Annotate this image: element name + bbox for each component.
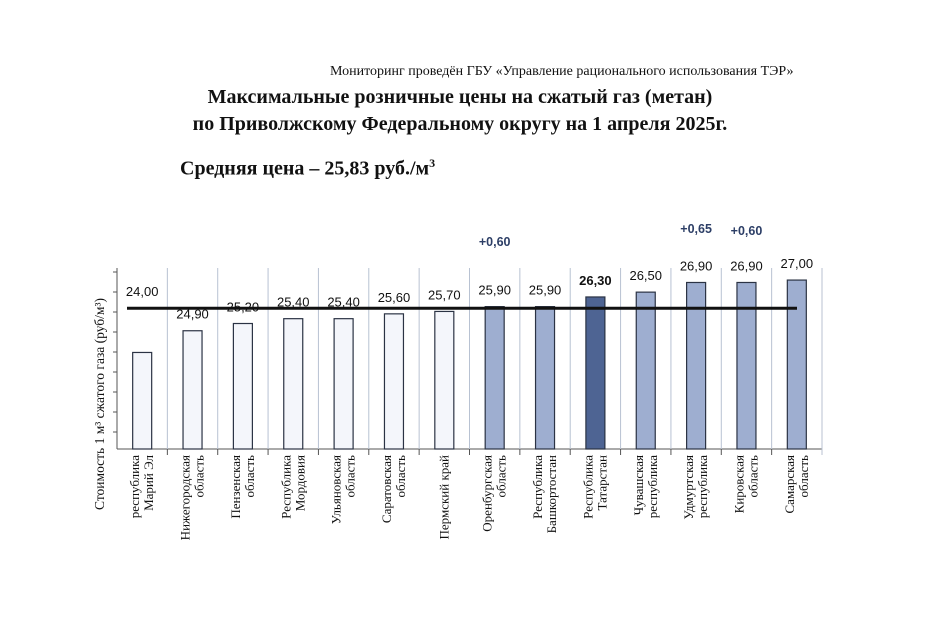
average-price-caption: Средняя цена – 25,83 руб./м3 [180, 156, 580, 181]
bar-2 [182, 330, 203, 450]
change-label-12: +0,65 [680, 222, 712, 236]
category-label-line: Чувашская [631, 455, 646, 515]
bar-7 [434, 310, 455, 450]
average-price-text: Средняя цена – 25,83 руб./м [180, 157, 430, 180]
category-label-4: РеспубликаМордовия [278, 455, 307, 519]
category-label-6: Саратовскаяобласть [379, 455, 408, 523]
data-label-10: 26,30 [579, 273, 612, 288]
category-label-14: Самарскаяобласть [782, 455, 811, 514]
category-label-line: Пензенская [228, 455, 243, 519]
category-label-line: Саратовская [379, 455, 394, 523]
data-label-9: 25,90 [529, 283, 562, 298]
data-label-6: 25,60 [378, 290, 411, 305]
data-label-4: 25,40 [277, 295, 310, 310]
data-label-14: 27,00 [781, 256, 814, 271]
category-label-line: Ульяновская [329, 455, 344, 524]
data-label-2: 24,90 [176, 307, 209, 322]
category-label-2: Нижегородскаяобласть [178, 455, 207, 540]
category-label-10: РеспубликаТатарстан [580, 455, 609, 519]
data-label-8: 25,90 [478, 283, 511, 298]
category-label-13: Кировскаяобласть [731, 455, 760, 513]
category-label-line: область [494, 455, 509, 497]
category-label-3: Пензенскаяобласть [228, 455, 257, 519]
data-label-5: 25,40 [327, 295, 360, 310]
bar-12 [686, 281, 707, 450]
bar-9 [534, 306, 556, 450]
category-label-1: республикаМарий Эл [127, 455, 156, 519]
category-label-11: Чувашскаяреспублика [631, 455, 660, 519]
category-label-line: Башкортостан [544, 455, 559, 533]
data-label-11: 26,50 [629, 268, 662, 283]
category-label-line: Республика [530, 455, 545, 519]
category-label-line: Кировская [731, 455, 746, 513]
bar-14 [786, 279, 807, 450]
category-label-line: Удмуртская [681, 455, 696, 520]
category-label-line: Нижегородская [178, 455, 193, 540]
chart-title: Максимальные розничные цены на сжатый га… [100, 84, 820, 138]
category-label-line: область [796, 455, 811, 497]
bar-3 [232, 322, 253, 450]
bar-10 [585, 296, 606, 450]
change-label-13: +0,60 [731, 224, 763, 238]
category-label-line: Марий Эл [141, 455, 156, 511]
average-price-superscript: 3 [429, 156, 436, 170]
data-label-13: 26,90 [730, 258, 763, 273]
category-label-line: Оренбургская [480, 455, 495, 532]
data-label-1: 24,00 [126, 284, 159, 299]
category-label-line: Республика [278, 455, 293, 519]
category-label-line: республика [127, 455, 142, 519]
category-label-line: Самарская [782, 455, 797, 514]
category-label-line: область [745, 455, 760, 497]
category-label-8: Оренбургскаяобласть [480, 455, 509, 532]
data-label-12: 26,90 [680, 258, 713, 273]
category-label-9: РеспубликаБашкортостан [530, 455, 559, 534]
category-label-line: Мордовия [292, 455, 307, 511]
bar-5 [333, 318, 354, 450]
bar-8 [484, 306, 505, 450]
category-label-line: республика [695, 455, 710, 519]
category-label-line: Республика [580, 455, 595, 519]
category-label-line: республика [645, 455, 660, 519]
bar-6 [383, 313, 405, 450]
category-label-line: Татарстан [594, 455, 609, 511]
data-label-3: 25,20 [227, 300, 260, 315]
category-label-line: область [343, 455, 358, 497]
category-label-5: Ульяновскаяобласть [329, 455, 358, 524]
chart-title-line-2: по Приволжскому Федеральному округу на 1… [192, 113, 728, 135]
chart-title-line-1: Максимальные розничные цены на сжатый га… [207, 86, 713, 108]
bar-4 [283, 318, 304, 450]
y-axis-label: Стоимость 1 м³ сжатого газа (руб/м³) [92, 298, 107, 510]
bar-13 [736, 281, 757, 450]
category-label-line: область [393, 455, 408, 497]
data-label-7: 25,70 [428, 287, 461, 302]
category-label-line: область [242, 455, 257, 497]
source-note: Мониторинг проведён ГБУ «Управление раци… [330, 64, 794, 79]
bar-1 [132, 351, 153, 450]
bar-11 [635, 291, 656, 450]
change-label-8: +0,60 [479, 235, 511, 249]
category-label-line: область [192, 455, 207, 497]
category-label-line: Пермский край [436, 455, 451, 540]
category-label-7: Пермский край [436, 455, 451, 540]
category-label-12: Удмуртскаяреспублика [681, 455, 710, 520]
